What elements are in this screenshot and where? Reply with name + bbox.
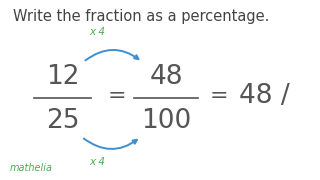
Text: x 4: x 4 — [90, 27, 106, 37]
Text: 25: 25 — [46, 108, 79, 134]
Text: 100: 100 — [141, 108, 192, 134]
Text: mathelia: mathelia — [10, 163, 52, 173]
Text: Write the fraction as a percentage.: Write the fraction as a percentage. — [13, 9, 269, 24]
Text: 48: 48 — [150, 64, 183, 89]
Text: 12: 12 — [46, 64, 79, 89]
Text: =: = — [210, 86, 228, 106]
Text: 48 /: 48 / — [239, 83, 289, 109]
Text: x 4: x 4 — [90, 157, 106, 167]
Text: =: = — [108, 86, 126, 106]
